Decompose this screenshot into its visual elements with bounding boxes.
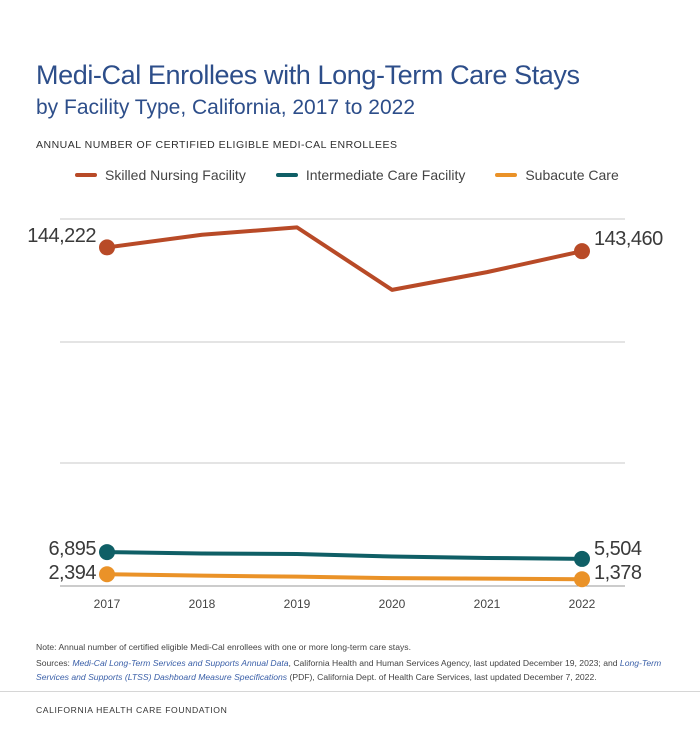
- x-tick-label-2020: 2020: [379, 597, 406, 611]
- y-axis-title: ANNUAL NUMBER OF CERTIFIED ELIGIBLE MEDI…: [36, 139, 398, 151]
- legend-label-skilled-nursing: Skilled Nursing Facility: [105, 167, 246, 183]
- x-tick-label-2018: 2018: [189, 597, 216, 611]
- source-link-ltss-specs[interactable]: Long-Term Services and Supports (LTSS) D…: [36, 658, 662, 682]
- chart-title: Medi-Cal Enrollees with Long-Term Care S…: [36, 60, 580, 90]
- chart-note: Note: Annual number of certified eligibl…: [36, 642, 411, 652]
- point-subacute-care-2017: [99, 566, 115, 583]
- point-intermediate-care-facility-2017: [99, 544, 115, 561]
- legend-item-subacute: Subacute Care: [495, 167, 619, 183]
- chart-subtitle: by Facility Type, California, 2017 to 20…: [36, 96, 415, 119]
- legend-swatch-subacute: [495, 173, 518, 177]
- legend: Skilled Nursing Facility Intermediate Ca…: [75, 167, 619, 183]
- series-line-intermediate-care-facility: [105, 550, 584, 561]
- source-link-annual-data[interactable]: Medi-Cal Long-Term Services and Supports…: [72, 658, 289, 668]
- sources-prefix: Sources:: [36, 658, 73, 668]
- data-label-skilled-nursing-facility-start: 144,222: [27, 225, 96, 247]
- point-skilled-nursing-facility-2022: [574, 243, 590, 260]
- legend-swatch-skilled-nursing: [75, 173, 97, 177]
- sources-text-1: , California Health and Human Services A…: [288, 658, 620, 668]
- organization-name: CALIFORNIA HEALTH CARE FOUNDATION: [36, 705, 228, 715]
- data-label-subacute-care-start: 2,394: [48, 562, 96, 584]
- footer-divider: [0, 691, 700, 692]
- series-line-subacute-care: [105, 572, 584, 582]
- legend-item-skilled-nursing: Skilled Nursing Facility: [75, 167, 246, 183]
- x-tick-label-2021: 2021: [474, 597, 501, 611]
- legend-item-intermediate-care: Intermediate Care Facility: [275, 167, 466, 183]
- chart-sources: Sources: Medi-Cal Long-Term Services and…: [36, 656, 676, 684]
- x-tick-label-2022: 2022: [569, 597, 596, 611]
- point-intermediate-care-facility-2022: [574, 550, 590, 567]
- data-label-intermediate-care-facility-start: 6,895: [48, 538, 96, 560]
- sources-text-2: (PDF), California Dept. of Health Care S…: [287, 672, 597, 682]
- x-tick-label-2019: 2019: [284, 597, 311, 611]
- legend-swatch-intermediate-care: [275, 173, 298, 177]
- data-label-intermediate-care-facility-end: 5,504: [594, 538, 642, 560]
- data-label-subacute-care-end: 1,378: [594, 562, 642, 584]
- line-chart: 2017 2018 2019 2020 2021 2022 144,222 143,460 6,…: [27, 218, 664, 611]
- series-line-skilled-nursing-facility: [105, 225, 584, 292]
- point-subacute-care-2022: [574, 571, 590, 588]
- legend-label-intermediate-care: Intermediate Care Facility: [305, 167, 466, 183]
- point-skilled-nursing-facility-2017: [99, 239, 115, 256]
- legend-label-subacute: Subacute Care: [525, 167, 619, 183]
- data-label-skilled-nursing-facility-end: 143,460: [594, 228, 663, 250]
- x-tick-label-2017: 2017: [94, 597, 121, 611]
